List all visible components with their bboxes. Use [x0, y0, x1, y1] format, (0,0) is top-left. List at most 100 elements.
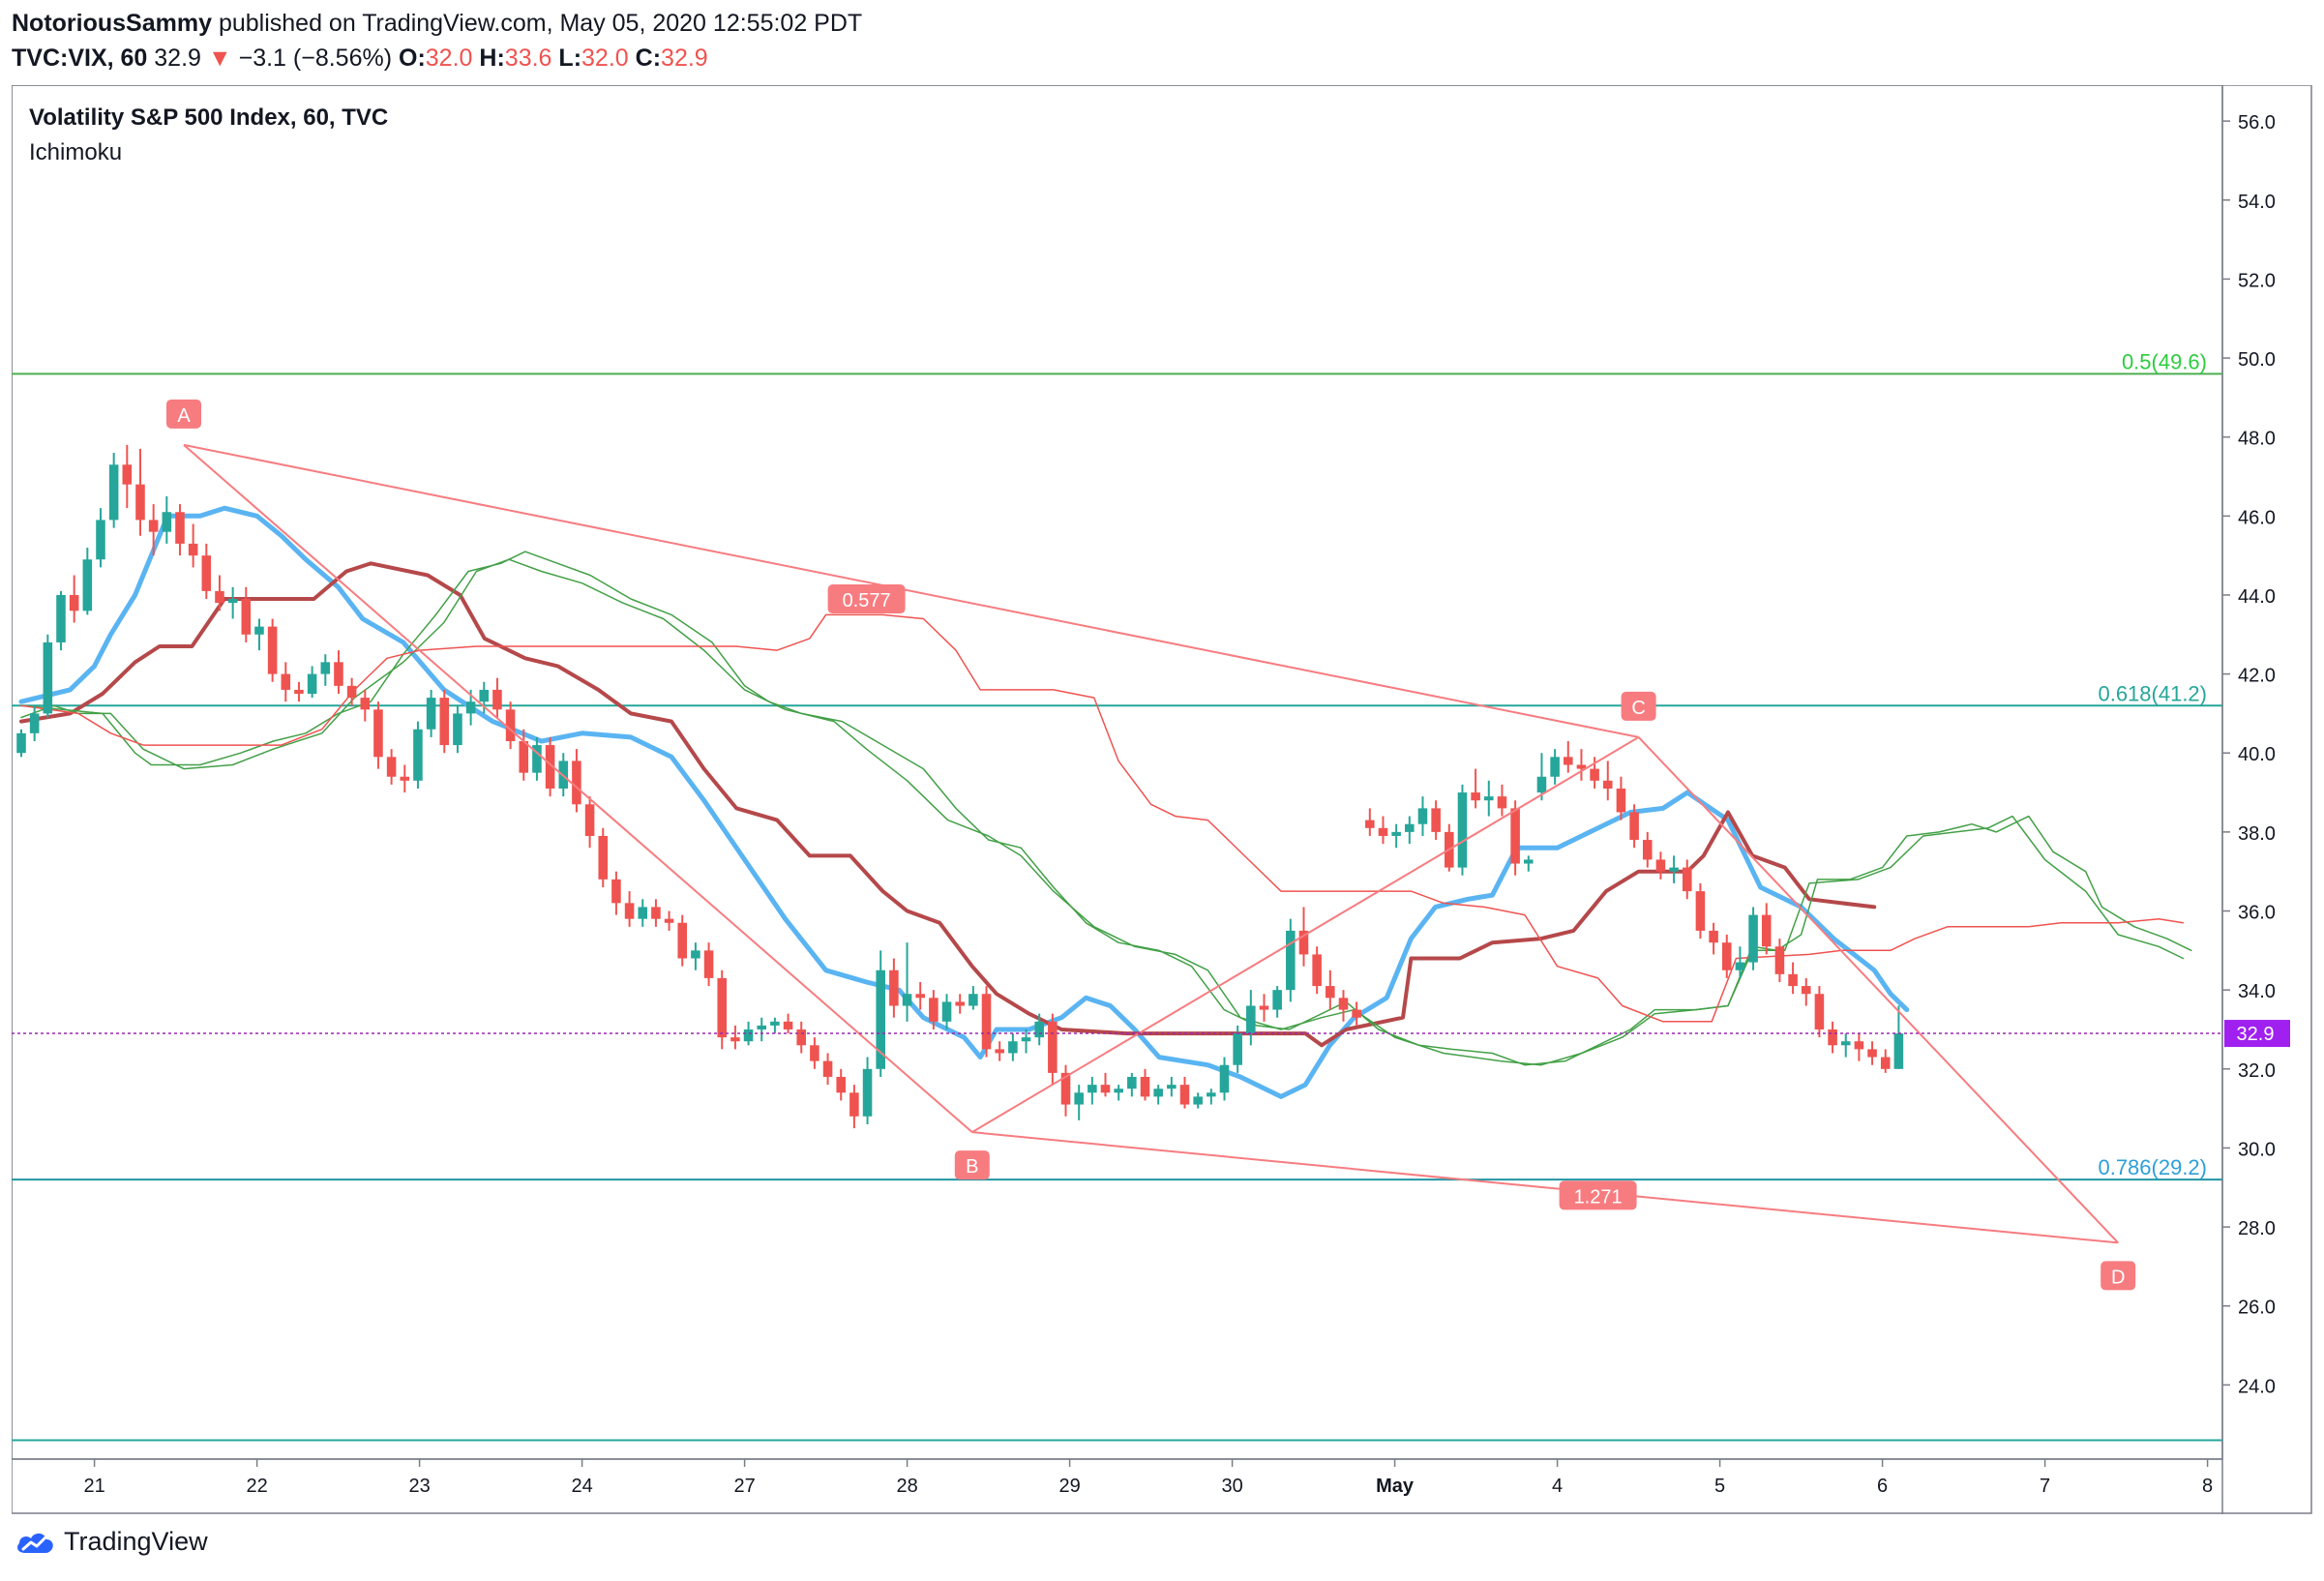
candle-body — [1880, 1057, 1891, 1069]
xabcd-pattern-leg — [971, 736, 1640, 1133]
candle-body — [691, 950, 700, 959]
x-tick-label: 22 — [246, 1476, 267, 1497]
candle-body — [413, 729, 423, 781]
candle-body — [1774, 946, 1785, 974]
candle-body — [968, 994, 978, 1006]
candle-body — [677, 922, 688, 959]
candle-body — [1021, 1037, 1031, 1042]
candle-body — [426, 698, 436, 730]
legend-indicator[interactable]: Ichimoku — [29, 139, 123, 165]
pattern-point-label: D — [2111, 1267, 2125, 1288]
ichimoku-lagging-span — [20, 551, 2192, 1066]
candle-body — [1616, 788, 1626, 813]
candle-body — [373, 709, 383, 758]
candle-body — [1484, 796, 1494, 801]
quote-line: TVC:VIX, 60 32.9 ▼ −3.1 (−8.56%) O:32.0 … — [12, 41, 862, 75]
candle-body — [1669, 867, 1679, 872]
y-tick-label: 30.0 — [2238, 1139, 2276, 1160]
price-chart[interactable]: 24.0 26.0 28.0 30.0 32.0 34.0 36.0 38.0 40.0 42.0… — [12, 85, 2312, 1514]
candle-body — [96, 520, 105, 560]
x-tick-label: 28 — [896, 1476, 917, 1497]
candle-body — [241, 599, 252, 635]
xabcd-pattern-leg — [183, 444, 973, 1133]
author-name[interactable]: NotoriousSammy — [12, 10, 212, 37]
candle-body — [1233, 1033, 1242, 1065]
x-tick-label: 30 — [1221, 1476, 1242, 1497]
close-label: C: — [635, 45, 662, 72]
x-tick-label: May — [1376, 1476, 1415, 1497]
candle-body — [1828, 1029, 1837, 1046]
candle-body — [1312, 954, 1322, 987]
candle-body — [56, 594, 66, 642]
xabcd-pattern-leg — [1637, 736, 2119, 1244]
y-tick-label: 54.0 — [2238, 192, 2276, 213]
candle-body — [1207, 1092, 1216, 1097]
last-value: 32.9 — [154, 45, 201, 72]
candle-body — [360, 698, 371, 710]
candle-body — [1457, 792, 1468, 868]
candle-body — [862, 1068, 873, 1117]
pattern-ratio-label: 1.271 — [1574, 1186, 1623, 1208]
candle-body — [651, 907, 661, 919]
fib-level-label: 0.786(29.2) — [2098, 1155, 2207, 1179]
footer-brand[interactable]: TradingView — [14, 1527, 208, 1557]
candle-body — [1497, 796, 1507, 809]
candle-body — [1709, 930, 1718, 943]
y-tick-label: 38.0 — [2238, 823, 2276, 845]
candle-body — [135, 484, 145, 521]
change-value: −3.1 (−8.56%) — [238, 45, 393, 72]
candle-body — [889, 969, 899, 1006]
candle-body — [1259, 1005, 1269, 1010]
candle-body — [1682, 867, 1692, 892]
candle-body — [148, 520, 159, 532]
candle-body — [69, 594, 79, 612]
candle-body — [519, 740, 529, 773]
candle-body — [1048, 1021, 1058, 1073]
candle-body — [188, 543, 198, 556]
x-tick-label: 8 — [2202, 1476, 2213, 1497]
candle-body — [1563, 757, 1573, 765]
x-tick-label: 24 — [571, 1476, 592, 1497]
candle-body — [743, 1029, 754, 1042]
candle-body — [1550, 757, 1560, 777]
candle-body — [1748, 914, 1758, 963]
candle-body — [1629, 812, 1639, 841]
candle-body — [1391, 831, 1401, 836]
candle-body — [492, 689, 502, 710]
candle-body — [294, 689, 304, 695]
y-tick-label: 24.0 — [2238, 1376, 2276, 1397]
candle-body — [453, 713, 462, 746]
candle-body — [1510, 808, 1520, 864]
candle-body — [876, 969, 885, 1069]
candle-body — [1114, 1089, 1123, 1093]
fib-level-label: 0.618(41.2) — [2098, 681, 2207, 705]
y-tick-label: 52.0 — [2238, 270, 2276, 291]
candle-body — [584, 804, 595, 836]
y-tick-label: 36.0 — [2238, 903, 2276, 924]
candle-body — [1008, 1041, 1018, 1054]
candle-body — [1576, 764, 1587, 769]
candle-body — [1153, 1089, 1163, 1097]
candle-body — [1074, 1092, 1084, 1105]
candle-body — [254, 626, 264, 635]
published-text: published on TradingView.com, May 05, 20… — [218, 10, 863, 37]
chart-frame[interactable]: 24.0 26.0 28.0 30.0 32.0 34.0 36.0 38.0 40.0 42.0… — [12, 85, 2312, 1514]
candle-body — [1246, 1005, 1256, 1034]
candle-body — [981, 994, 992, 1050]
pattern-point-marker — [954, 1150, 990, 1180]
candle-body — [386, 757, 397, 777]
candle-body — [730, 1037, 740, 1042]
candle-body — [1352, 1009, 1361, 1018]
candle-body — [1801, 986, 1811, 995]
chart-legend: Volatility S&P 500 Index, 60, TVC Ichimo… — [29, 101, 388, 170]
x-tick-label: 7 — [2040, 1476, 2050, 1497]
high-value: 33.6 — [504, 45, 552, 72]
candle-body — [1431, 808, 1441, 832]
candle-body — [611, 879, 621, 904]
x-tick-label: 4 — [1552, 1476, 1563, 1497]
candle-body — [717, 977, 728, 1038]
candle-body — [400, 776, 410, 781]
candle-body — [1298, 930, 1309, 955]
candle-body — [915, 994, 925, 999]
candle-body — [1378, 827, 1388, 836]
